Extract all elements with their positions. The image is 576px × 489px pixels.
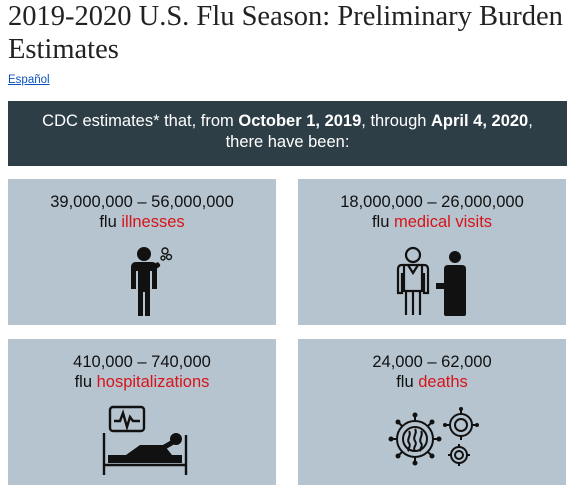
deaths-label: deaths [418,373,468,391]
espanol-link[interactable]: Español [8,74,50,86]
estimate-banner: CDC estimates* that, from October 1, 201… [8,101,567,166]
deaths-label-line: flu deaths [298,372,566,393]
banner-prefix: CDC estimates* that, from [42,112,239,130]
doctor-patient-icon [396,246,466,316]
hospital-bed-icon [102,405,188,475]
illnesses-label-line: flu illnesses [8,212,276,233]
medical-visits-card: 18,000,000 – 26,000,000 flu medical visi… [298,179,566,325]
hospitalizations-label-line: flu hospitalizations [8,372,276,393]
banner-end-date: April 4, 2020 [431,112,529,130]
banner-middle: , through [361,112,432,130]
page-title: 2019-2020 U.S. Flu Season: Preliminary B… [8,1,563,65]
medical-visits-label-line: flu medical visits [298,212,566,233]
deaths-range: 24,000 – 62,000 [372,353,492,371]
hospitalizations-card: 410,000 – 740,000 flu hospitalizations [8,339,276,485]
illnesses-prefix: flu [99,213,122,231]
medical-visits-label: medical visits [393,213,493,231]
deaths-card: 24,000 – 62,000 flu deaths [298,339,566,485]
hospitalizations-range: 410,000 – 740,000 [73,353,211,371]
virus-icon [388,407,479,466]
illnesses-label: illnesses [121,213,185,231]
banner-line-1: CDC estimates* that, from October 1, 201… [8,111,567,132]
medical-visits-prefix: flu [371,213,394,231]
sick-person-icon [131,247,173,316]
hospitalizations-label: hospitalizations [96,373,210,391]
banner-line-2: there have been: [225,133,350,151]
hospitalizations-prefix: flu [74,373,97,391]
banner-start-date: October 1, 2019 [238,112,362,130]
illnesses-range: 39,000,000 – 56,000,000 [50,193,234,211]
deaths-prefix: flu [396,373,419,391]
illnesses-card: 39,000,000 – 56,000,000 flu illnesses [8,179,276,325]
banner-suffix: , [528,112,533,130]
medical-visits-range: 18,000,000 – 26,000,000 [340,193,524,211]
